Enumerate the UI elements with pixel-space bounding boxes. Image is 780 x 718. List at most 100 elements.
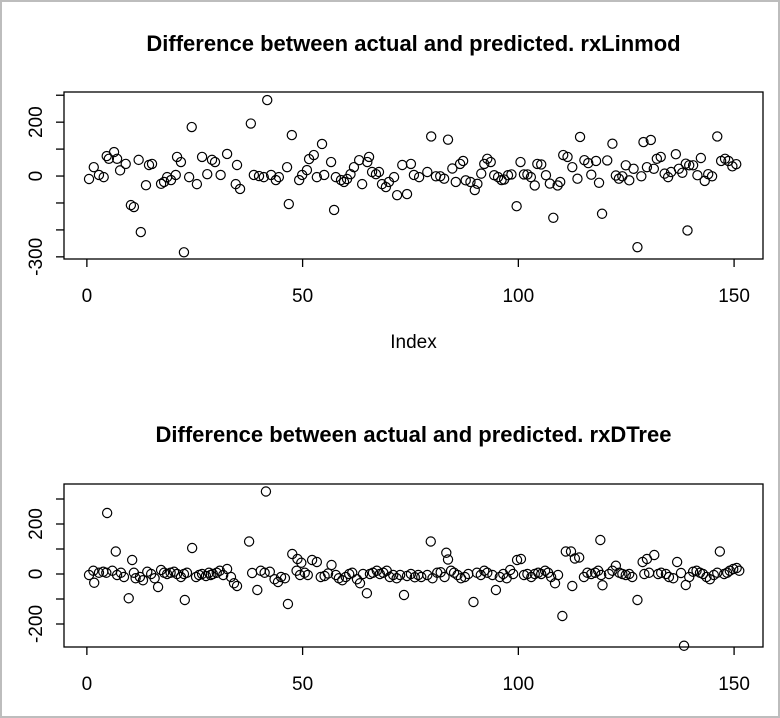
data-point — [539, 565, 551, 576]
data-point — [262, 94, 273, 106]
data-point — [292, 553, 303, 565]
y-axis-tick-label: 0 — [26, 569, 47, 580]
data-point — [671, 556, 683, 568]
data-point — [677, 167, 688, 179]
data-point — [325, 156, 337, 168]
data-point — [273, 171, 285, 183]
data-point — [146, 158, 158, 170]
data-point — [586, 169, 597, 180]
data-point — [108, 146, 120, 158]
data-point — [684, 160, 695, 171]
data-point — [450, 176, 461, 188]
y-axis-tick-label: 0 — [26, 171, 47, 182]
y-axis-tick-label: 200 — [26, 508, 47, 540]
data-point — [731, 158, 742, 170]
data-point — [659, 168, 670, 179]
data-point — [248, 169, 260, 181]
data-point — [302, 569, 313, 581]
data-point — [245, 118, 257, 129]
data-point — [258, 171, 269, 183]
data-point — [348, 161, 360, 173]
data-point — [708, 569, 720, 581]
data-point — [354, 578, 366, 589]
data-point — [114, 165, 126, 176]
data-point — [88, 161, 99, 173]
data-point — [101, 567, 112, 578]
data-point — [439, 571, 450, 583]
data-point — [318, 169, 330, 181]
data-point — [663, 571, 675, 583]
data-point — [529, 180, 540, 191]
data-point — [155, 178, 167, 190]
data-point — [128, 201, 140, 213]
data-point — [416, 571, 427, 583]
data-point — [260, 486, 272, 497]
data-point — [555, 176, 566, 188]
data-point — [662, 171, 674, 183]
data-point — [293, 174, 305, 186]
data-point — [485, 156, 496, 168]
data-point — [211, 567, 222, 578]
chart-title-rxlinmod: Difference between actual and predicted.… — [146, 31, 681, 56]
data-point — [206, 154, 218, 166]
data-point — [589, 567, 601, 578]
data-point — [362, 156, 373, 168]
data-point — [610, 170, 622, 181]
data-point — [330, 569, 342, 581]
data-point — [684, 571, 695, 583]
data-point — [562, 151, 573, 163]
data-point — [135, 226, 147, 238]
data-point — [394, 569, 406, 581]
x-axis-tick-label: 0 — [82, 286, 93, 307]
data-point — [465, 176, 476, 188]
plot-box — [63, 483, 764, 648]
data-point — [422, 569, 433, 581]
data-point — [88, 565, 99, 576]
data-point — [125, 199, 137, 211]
data-point — [398, 589, 410, 601]
data-point — [330, 171, 342, 183]
data-point — [511, 201, 522, 212]
data-point — [357, 568, 369, 580]
data-point — [567, 580, 578, 592]
data-point — [610, 560, 622, 571]
data-point — [149, 573, 160, 584]
data-point — [361, 588, 373, 599]
data-point — [391, 573, 402, 584]
data-point — [515, 156, 526, 168]
data-point — [701, 571, 712, 583]
data-point — [279, 573, 291, 584]
data-point — [731, 562, 742, 574]
data-point — [388, 171, 400, 183]
data-point — [308, 149, 320, 161]
data-point — [287, 548, 298, 560]
data-point — [648, 163, 660, 174]
data-point — [221, 148, 233, 160]
data-point — [572, 173, 583, 184]
data-point — [373, 166, 385, 178]
data-point — [567, 161, 578, 173]
data-point — [425, 536, 436, 547]
data-point — [299, 567, 310, 578]
data-point — [422, 166, 433, 178]
data-point — [536, 159, 547, 170]
data-point — [311, 171, 323, 183]
data-point — [110, 546, 121, 557]
data-point — [328, 204, 340, 216]
data-point — [191, 178, 203, 190]
data-point — [123, 593, 134, 604]
data-point — [202, 168, 213, 180]
data-point — [408, 169, 420, 181]
y-axis-tick-label: -300 — [26, 238, 47, 276]
data-point — [183, 171, 195, 183]
data-point — [476, 168, 487, 179]
data-point — [552, 569, 564, 581]
data-point — [627, 571, 638, 583]
data-point — [593, 177, 605, 188]
data-point — [391, 189, 403, 201]
data-point — [306, 554, 318, 566]
data-point — [706, 171, 718, 182]
data-point — [697, 568, 709, 580]
data-point — [93, 169, 105, 181]
